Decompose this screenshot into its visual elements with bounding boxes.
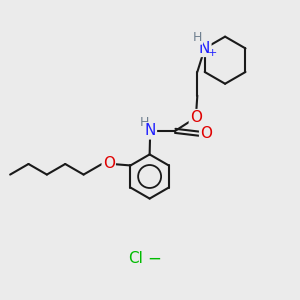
Text: H: H	[193, 31, 202, 44]
Text: Cl: Cl	[128, 251, 143, 266]
Text: O: O	[103, 157, 115, 172]
Text: +: +	[207, 48, 217, 58]
Text: −: −	[148, 250, 161, 268]
Text: H: H	[140, 116, 150, 129]
Text: N: N	[145, 123, 156, 138]
Text: O: O	[190, 110, 202, 125]
Text: N: N	[199, 41, 210, 56]
Text: O: O	[200, 126, 212, 141]
